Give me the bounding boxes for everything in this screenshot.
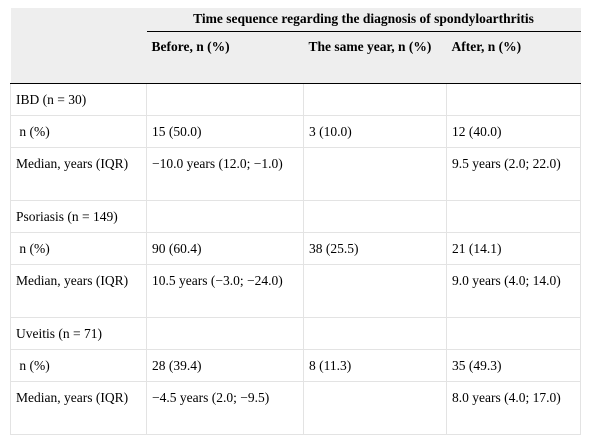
- cell-same-year: [303, 200, 447, 233]
- row-label: Median, years (IQR): [10, 147, 147, 201]
- row-label: IBD (n = 30): [10, 83, 147, 116]
- header-after: After, n (%): [446, 31, 581, 84]
- cell-same-year: 3 (10.0): [303, 115, 447, 148]
- cell-after: 35 (49.3): [445, 349, 582, 382]
- table-row: n (%) 15 (50.0) 3 (10.0) 12 (40.0): [10, 115, 582, 148]
- header-span-title: Time sequence regarding the diagnosis of…: [146, 8, 581, 32]
- cell-after: [445, 83, 582, 116]
- cell-after: 12 (40.0): [445, 115, 582, 148]
- cell-same-year: 38 (25.5): [303, 232, 447, 265]
- cell-same-year: [303, 381, 447, 435]
- cell-before: 15 (50.0): [146, 115, 304, 148]
- row-label: n (%): [10, 349, 147, 382]
- table-row: Median, years (IQR) −10.0 years (12.0; −…: [10, 147, 582, 201]
- cell-before: [146, 83, 304, 116]
- header-same-year: The same year, n (%): [303, 31, 447, 84]
- cell-same-year: [303, 317, 447, 350]
- row-label: Psoriasis (n = 149): [10, 200, 147, 233]
- row-label: Median, years (IQR): [10, 264, 147, 318]
- cell-after: [445, 200, 582, 233]
- cell-before: −10.0 years (12.0; −1.0): [146, 147, 304, 201]
- cell-same-year: 8 (11.3): [303, 349, 447, 382]
- table-row: n (%) 90 (60.4) 38 (25.5) 21 (14.1): [10, 232, 582, 265]
- cell-after: 8.0 years (4.0; 17.0): [445, 381, 582, 435]
- cell-before: −4.5 years (2.0; −9.5): [146, 381, 304, 435]
- cell-same-year: [303, 264, 447, 318]
- row-label: Uveitis (n = 71): [10, 317, 147, 350]
- table-row: Median, years (IQR) −4.5 years (2.0; −9.…: [10, 381, 582, 435]
- spondyloarthritis-time-sequence-table: Time sequence regarding the diagnosis of…: [10, 8, 582, 435]
- table-row: Uveitis (n = 71): [10, 317, 582, 350]
- cell-after: 9.0 years (4.0; 14.0): [445, 264, 582, 318]
- row-label: n (%): [10, 232, 147, 265]
- table-header: Time sequence regarding the diagnosis of…: [10, 8, 581, 84]
- row-label: n (%): [10, 115, 147, 148]
- cell-before: [146, 317, 304, 350]
- table-row: n (%) 28 (39.4) 8 (11.3) 35 (49.3): [10, 349, 582, 382]
- header-blank-cell: [10, 8, 147, 84]
- cell-after: 21 (14.1): [445, 232, 582, 265]
- cell-before: 10.5 years (−3.0; −24.0): [146, 264, 304, 318]
- cell-same-year: [303, 83, 447, 116]
- cell-before: 28 (39.4): [146, 349, 304, 382]
- cell-after: [445, 317, 582, 350]
- table-row: Median, years (IQR) 10.5 years (−3.0; −2…: [10, 264, 582, 318]
- cell-same-year: [303, 147, 447, 201]
- cell-before: 90 (60.4): [146, 232, 304, 265]
- table-row: Psoriasis (n = 149): [10, 200, 582, 233]
- table-body: IBD (n = 30) n (%) 15 (50.0) 3 (10.0) 12…: [10, 83, 582, 435]
- row-label: Median, years (IQR): [10, 381, 147, 435]
- cell-after: 9.5 years (2.0; 22.0): [445, 147, 582, 201]
- header-before: Before, n (%): [146, 31, 304, 84]
- cell-before: [146, 200, 304, 233]
- table-row: IBD (n = 30): [10, 83, 582, 116]
